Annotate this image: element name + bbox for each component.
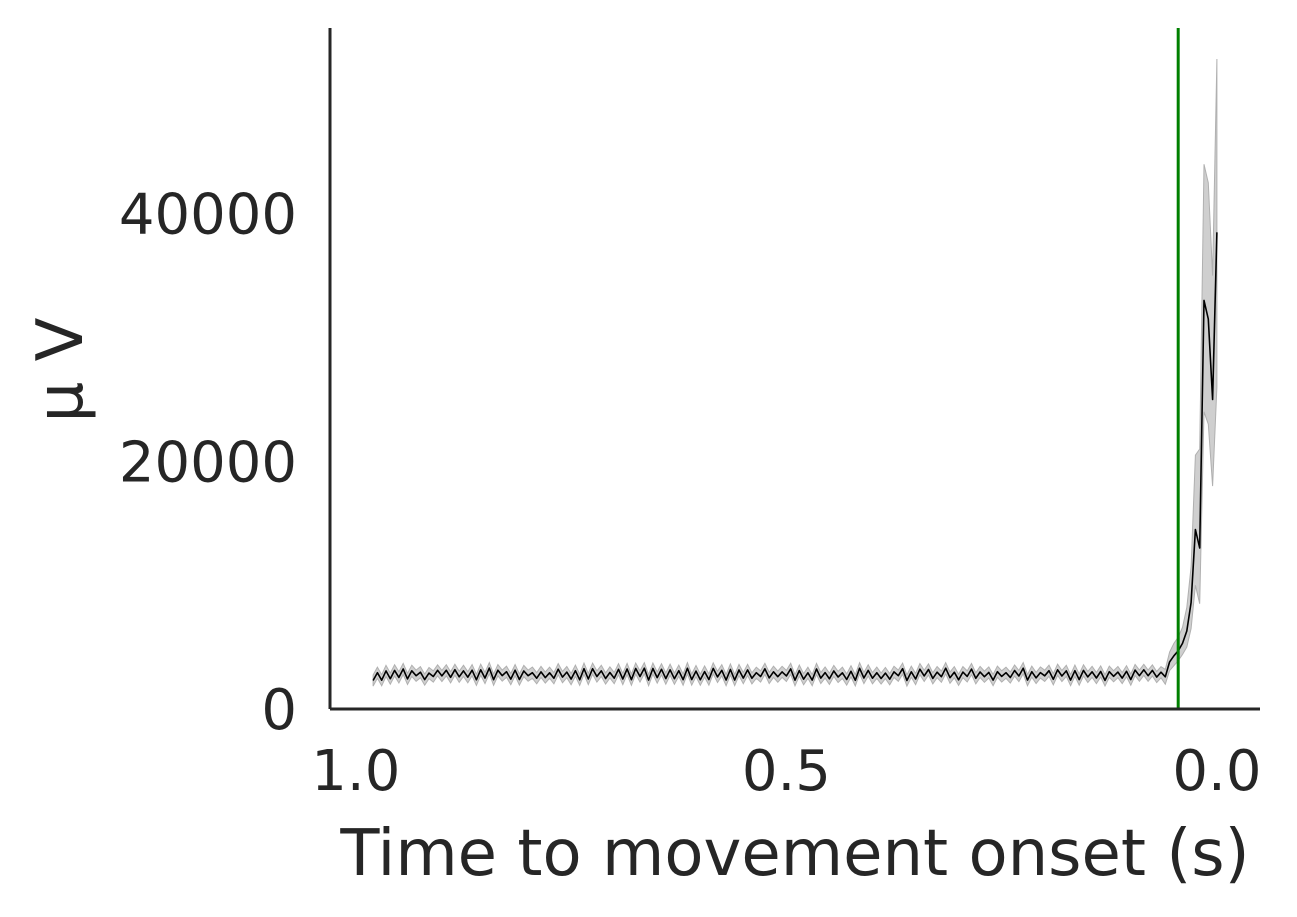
x-tick-label: 1.0 <box>311 739 400 804</box>
y-tick-label: 0 <box>261 678 297 743</box>
x-tick-label: 0.0 <box>1172 739 1261 804</box>
confidence-band <box>372 58 1218 688</box>
y-axis-label: μ V <box>24 317 98 422</box>
y-tick-label: 40000 <box>119 183 297 248</box>
mean-line <box>372 232 1218 682</box>
y-tick-label: 20000 <box>119 430 297 495</box>
x-tick-label: 0.5 <box>742 739 831 804</box>
x-tick-labels: 1.0 0.5 0.0 <box>311 739 1261 804</box>
x-axis-label: Time to movement onset (s) <box>339 817 1249 891</box>
y-tick-labels: 0 20000 40000 <box>119 183 297 743</box>
plot-area <box>372 28 1218 709</box>
axes: 1.0 0.5 0.0 0 20000 40000 Time to movement o… <box>24 28 1261 891</box>
